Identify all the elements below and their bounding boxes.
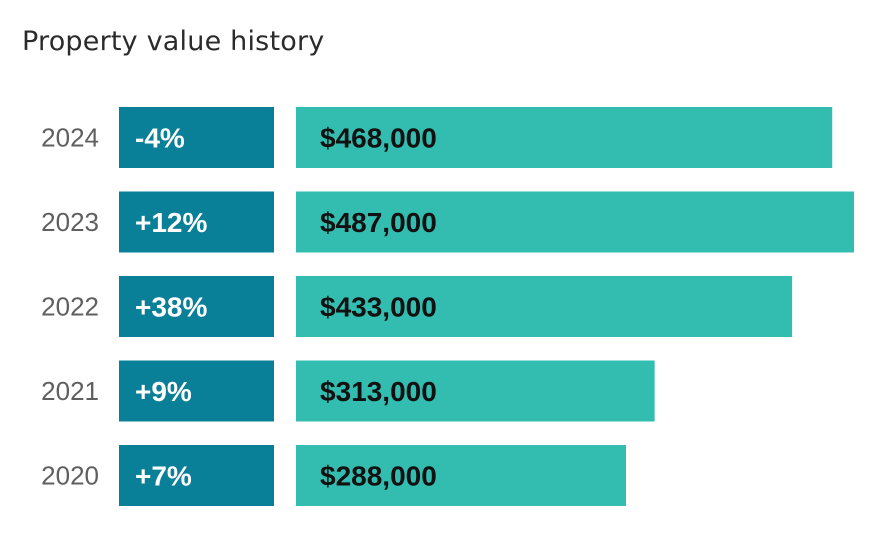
change-label: +9%	[135, 376, 192, 407]
value-label: $468,000	[320, 123, 437, 154]
value-bar	[296, 107, 833, 168]
value-bar	[296, 445, 626, 506]
change-label: +12%	[135, 207, 207, 238]
change-box	[119, 276, 274, 337]
change-box	[119, 445, 274, 506]
value-bar	[296, 276, 793, 337]
change-box	[119, 360, 274, 422]
year-label: 2021	[41, 376, 99, 406]
change-label: +38%	[135, 292, 207, 323]
year-label: 2023	[41, 207, 99, 237]
value-bar	[296, 191, 854, 253]
year-label: 2022	[41, 292, 99, 322]
change-label: +7%	[135, 461, 192, 492]
value-label: $313,000	[320, 376, 437, 407]
value-label: $433,000	[320, 292, 437, 323]
chart-title: Property value history	[22, 26, 325, 57]
change-box	[119, 191, 274, 253]
value-bar	[296, 360, 655, 422]
change-label: -4%	[135, 123, 185, 154]
value-label: $487,000	[320, 207, 437, 238]
year-label: 2020	[41, 461, 99, 491]
year-label: 2024	[41, 123, 99, 153]
value-label: $288,000	[320, 461, 437, 492]
change-box	[119, 107, 274, 168]
